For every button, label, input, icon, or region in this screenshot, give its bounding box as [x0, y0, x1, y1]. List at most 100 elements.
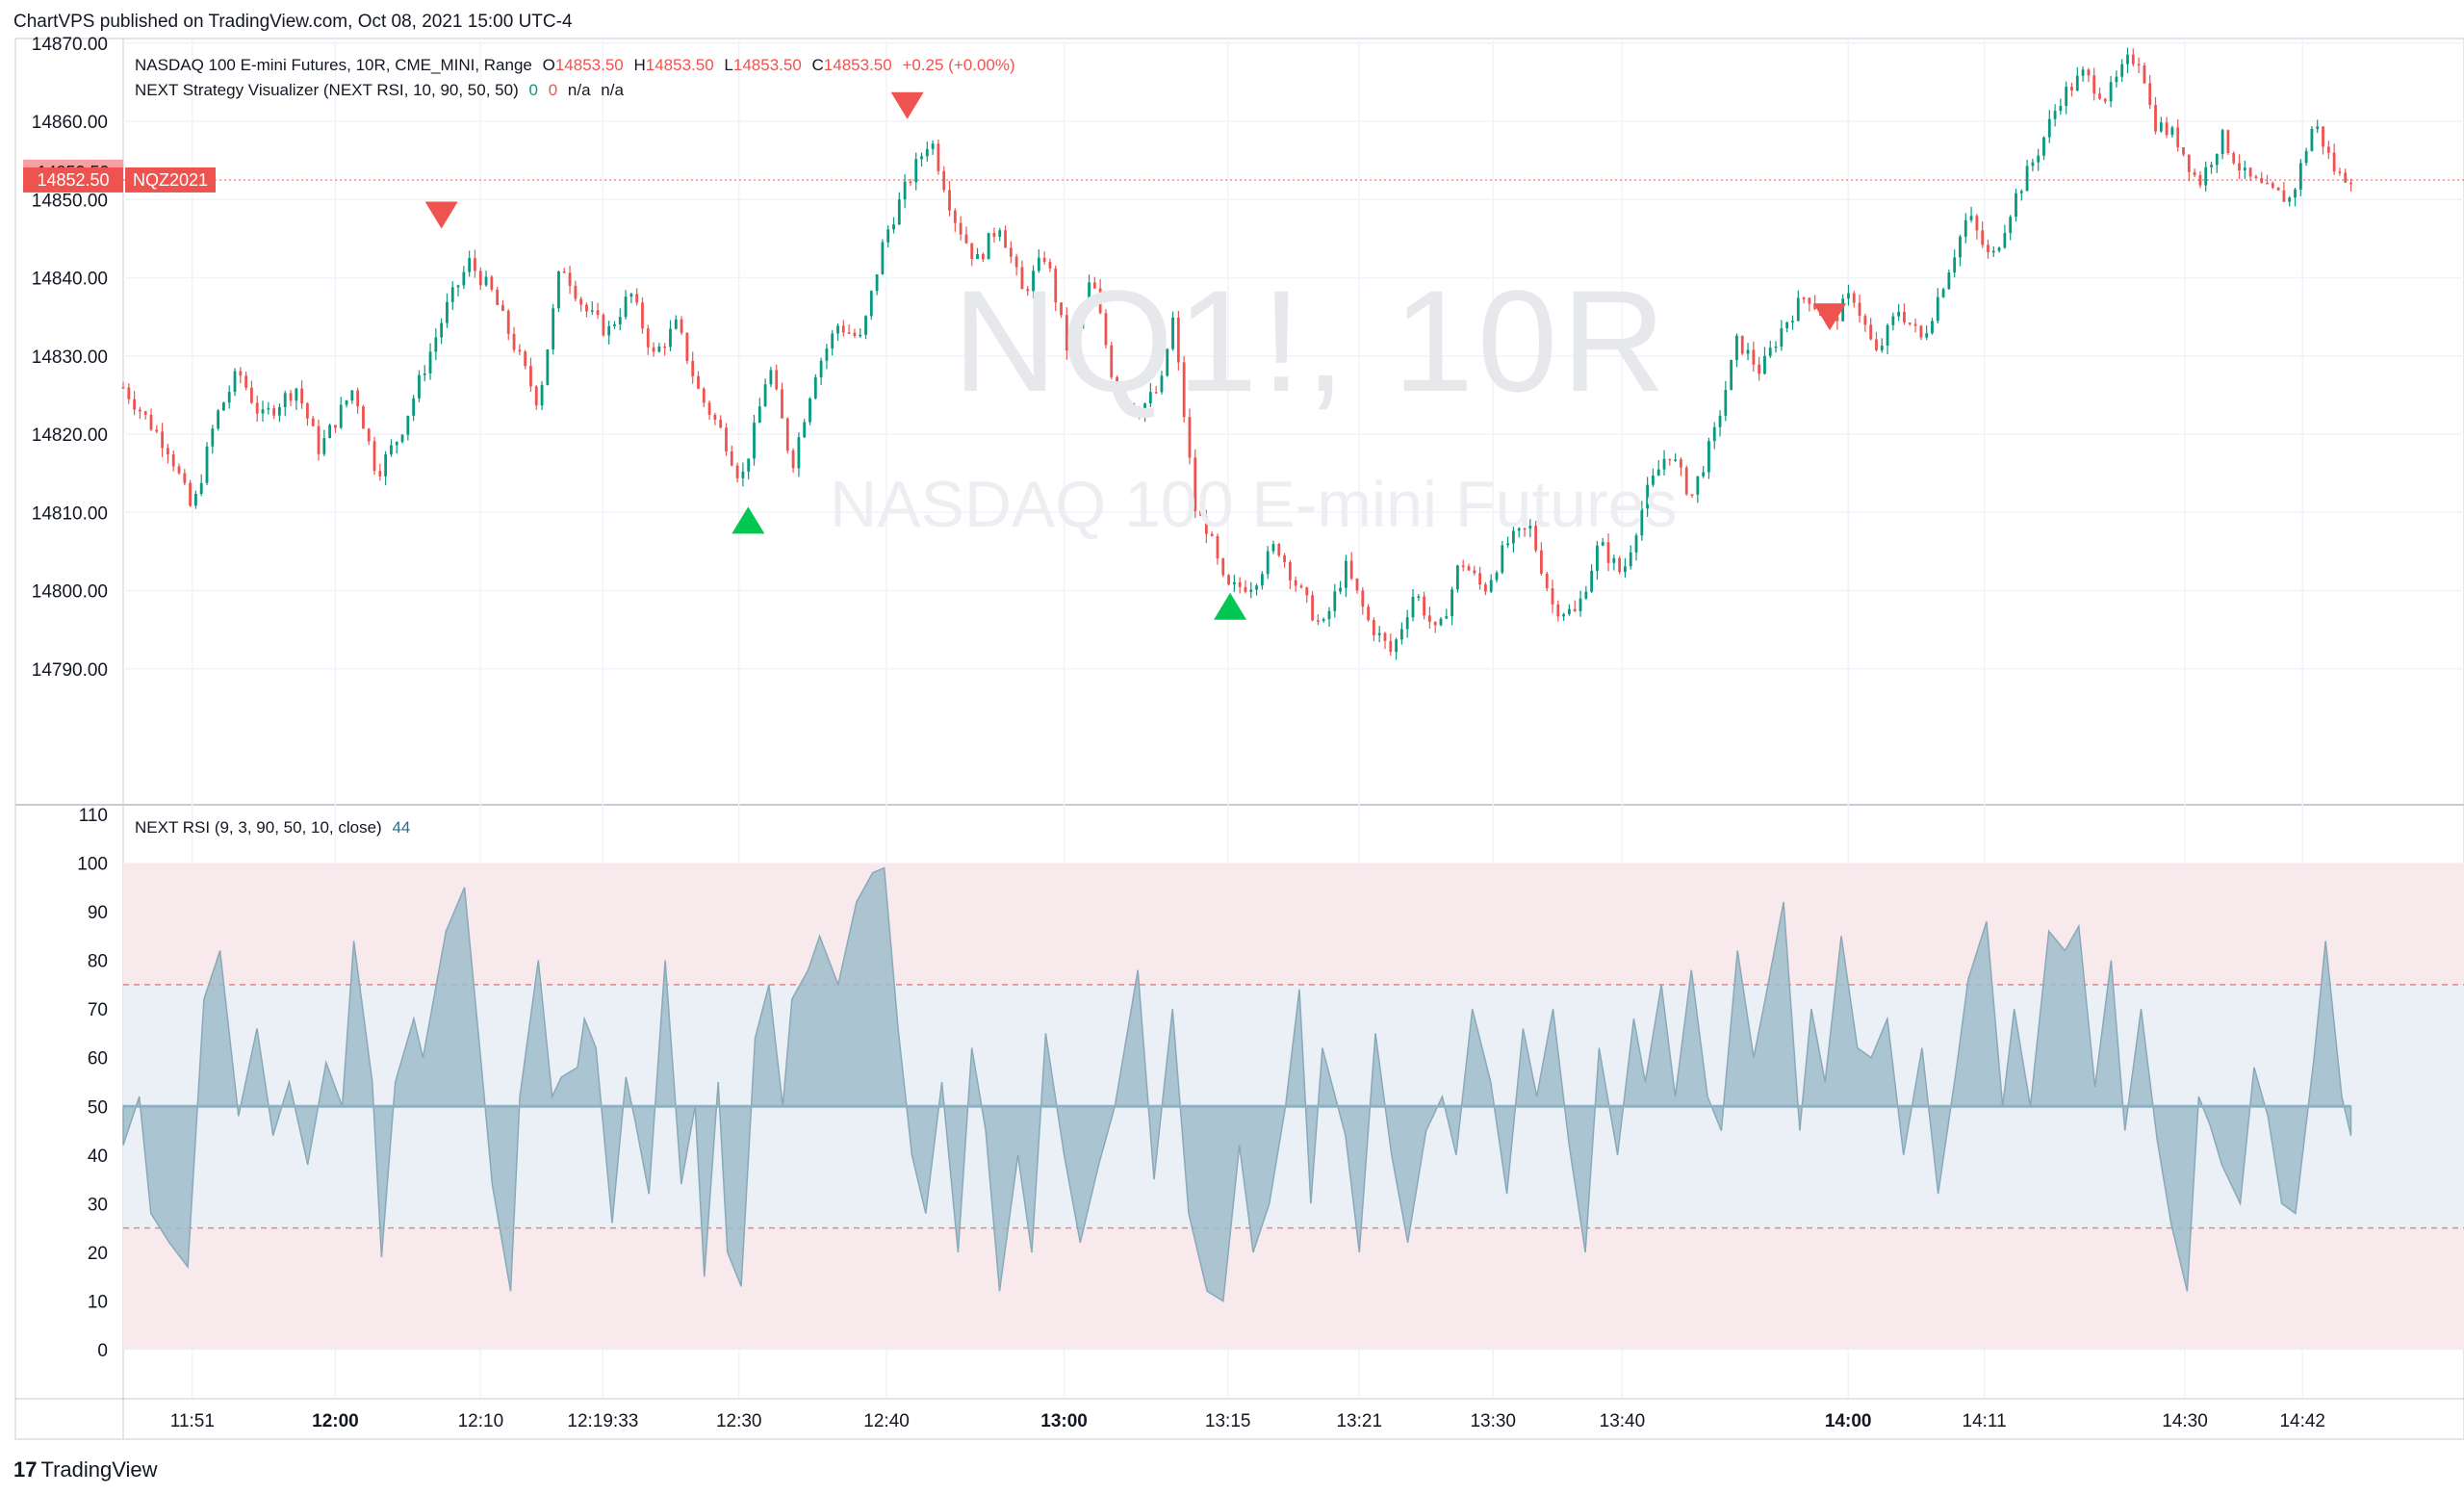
rsi-legend[interactable]: NEXT RSI (9, 3, 90, 50, 10, close) 44: [135, 818, 416, 838]
strategy-value-4: n/a: [601, 81, 624, 99]
last-close-tag: 14852.50: [23, 167, 123, 193]
candle: [1092, 276, 1096, 289]
candle: [446, 293, 449, 328]
x-tick-label: 13:40: [1600, 1411, 1646, 1431]
candle: [574, 280, 578, 302]
candle: [418, 370, 421, 402]
candle: [183, 469, 187, 485]
strategy-legend[interactable]: NEXT Strategy Visualizer (NEXT RSI, 10, …: [135, 81, 629, 100]
candle: [2037, 148, 2040, 171]
symbol-legend[interactable]: NASDAQ 100 E-mini Futures, 10R, CME_MINI…: [135, 56, 1021, 75]
candle: [1668, 458, 1672, 466]
svg-text:NQZ2021: NQZ2021: [133, 170, 208, 190]
candle: [1875, 331, 1878, 352]
candle: [1004, 225, 1007, 248]
candle: [813, 374, 817, 400]
candle: [1194, 449, 1197, 518]
candle: [1584, 585, 1588, 601]
candle: [1171, 311, 1174, 351]
candle: [2243, 160, 2246, 179]
candle: [2015, 188, 2017, 222]
candle: [311, 416, 315, 426]
candle: [914, 152, 918, 191]
candle: [1791, 315, 1794, 330]
candle: [501, 299, 504, 312]
candle: [529, 357, 532, 392]
candle: [725, 423, 728, 456]
candle: [484, 271, 488, 287]
candle: [2165, 116, 2169, 139]
candle: [1333, 583, 1337, 618]
candle: [1735, 333, 1738, 368]
candle: [747, 458, 751, 480]
candle: [903, 173, 907, 209]
candle: [2025, 159, 2029, 192]
candle: [2198, 170, 2202, 189]
candle: [1903, 303, 1906, 325]
candle: [1730, 359, 1733, 391]
candle: [244, 371, 248, 391]
x-tick-label: 13:15: [1205, 1411, 1251, 1431]
candle: [1020, 260, 1024, 290]
candle: [2148, 74, 2152, 110]
candle: [2210, 161, 2213, 174]
candle: [635, 288, 639, 306]
x-tick-label: 13:30: [1470, 1411, 1516, 1431]
candle: [1724, 380, 1728, 422]
x-tick-label: 12:10: [458, 1411, 504, 1431]
candle: [2070, 82, 2073, 97]
candle: [674, 315, 678, 330]
candle: [1573, 600, 1577, 612]
candle: [1344, 554, 1348, 598]
candle: [468, 250, 472, 277]
candle: [909, 178, 912, 186]
candle: [2075, 66, 2079, 91]
candle: [886, 225, 890, 247]
candle: [657, 343, 661, 353]
x-tick-label: 12:40: [863, 1411, 910, 1431]
candle: [2042, 136, 2045, 161]
candle: [1065, 307, 1068, 360]
buy-signal-marker: [732, 506, 765, 534]
candle: [557, 271, 560, 313]
candle: [763, 378, 767, 407]
rsi-value: 44: [392, 818, 411, 837]
candle: [1216, 533, 1219, 565]
candle: [1182, 355, 1186, 423]
candle: [546, 348, 550, 386]
candle: [2187, 154, 2191, 182]
candle: [1154, 386, 1158, 394]
candle: [2349, 178, 2352, 192]
rsi-tick-label: 10: [88, 1292, 108, 1312]
candle: [2232, 151, 2236, 166]
candle: [1975, 214, 1979, 240]
candle: [1349, 552, 1353, 580]
candle: [1936, 288, 1939, 324]
candle: [1327, 606, 1331, 628]
price-tick-label: 14800.00: [32, 582, 108, 603]
candle: [390, 439, 393, 457]
candle: [881, 239, 885, 275]
candle: [1941, 287, 1945, 298]
candle: [1891, 312, 1895, 331]
candle: [976, 247, 979, 260]
candle: [624, 290, 628, 320]
candle: [1847, 284, 1850, 306]
candle: [1361, 586, 1365, 615]
candle: [691, 351, 695, 384]
candle: [2288, 195, 2292, 207]
candle: [155, 425, 159, 434]
candle: [227, 385, 231, 409]
candle: [1959, 234, 1962, 267]
candle: [1662, 450, 1666, 477]
candle: [423, 365, 426, 382]
rsi-tick-label: 90: [88, 903, 108, 923]
candle: [255, 395, 259, 422]
candle: [167, 444, 169, 464]
candle: [1707, 437, 1710, 479]
tradingview-logo[interactable]: 17 TradingView: [13, 1457, 158, 1482]
candle: [456, 284, 460, 296]
candle: [143, 410, 147, 420]
symbol-description: NASDAQ 100 E-mini Futures, 10R, CME_MINI…: [135, 56, 532, 74]
